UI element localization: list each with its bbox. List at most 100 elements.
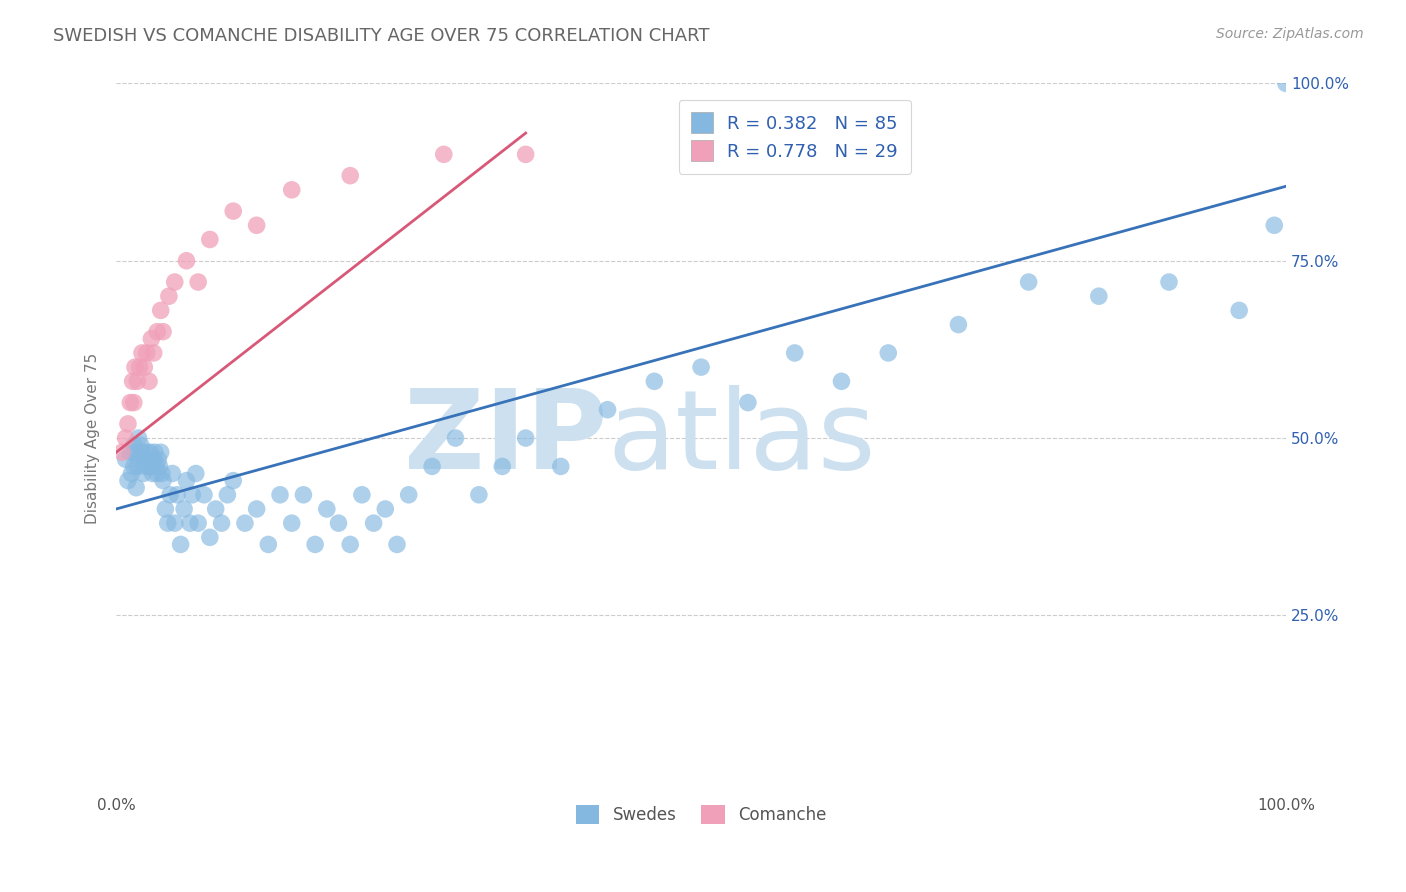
- Point: [304, 537, 326, 551]
- Point: [139, 445, 162, 459]
- Point: [1227, 303, 1250, 318]
- Point: [134, 459, 156, 474]
- Point: [128, 452, 150, 467]
- Point: [280, 516, 302, 530]
- Point: [163, 516, 186, 530]
- Point: [350, 488, 373, 502]
- Point: [433, 147, 456, 161]
- Point: [117, 474, 139, 488]
- Point: [138, 459, 160, 474]
- Point: [135, 445, 157, 459]
- Point: [444, 431, 467, 445]
- Point: [550, 459, 572, 474]
- Point: [257, 537, 280, 551]
- Point: [149, 445, 172, 459]
- Point: [131, 346, 153, 360]
- Point: [515, 431, 537, 445]
- Point: [217, 488, 239, 502]
- Point: [176, 474, 198, 488]
- Text: atlas: atlas: [607, 384, 876, 491]
- Point: [222, 474, 245, 488]
- Point: [179, 516, 201, 530]
- Point: [120, 445, 142, 459]
- Point: [117, 417, 139, 431]
- Point: [328, 516, 350, 530]
- Point: [124, 360, 146, 375]
- Legend: Swedes, Comanche: Swedes, Comanche: [565, 795, 837, 834]
- Y-axis label: Disability Age Over 75: Disability Age Over 75: [86, 352, 100, 524]
- Point: [131, 445, 153, 459]
- Point: [128, 431, 150, 445]
- Point: [1157, 275, 1180, 289]
- Point: [491, 459, 513, 474]
- Point: [515, 147, 537, 161]
- Point: [211, 516, 233, 530]
- Point: [148, 459, 170, 474]
- Point: [643, 374, 665, 388]
- Point: [121, 467, 143, 481]
- Point: [169, 537, 191, 551]
- Point: [374, 502, 396, 516]
- Point: [120, 395, 142, 409]
- Point: [127, 459, 149, 474]
- Point: [187, 516, 209, 530]
- Point: [948, 318, 970, 332]
- Point: [142, 346, 165, 360]
- Point: [114, 452, 136, 467]
- Point: [877, 346, 900, 360]
- Point: [187, 275, 209, 289]
- Point: [145, 459, 167, 474]
- Point: [155, 502, 177, 516]
- Point: [135, 346, 157, 360]
- Point: [246, 219, 269, 233]
- Point: [122, 438, 145, 452]
- Point: [204, 502, 226, 516]
- Point: [134, 452, 156, 467]
- Point: [124, 445, 146, 459]
- Point: [159, 488, 181, 502]
- Point: [125, 481, 148, 495]
- Point: [122, 395, 145, 409]
- Point: [690, 360, 713, 375]
- Point: [146, 325, 169, 339]
- Point: [193, 488, 215, 502]
- Point: [292, 488, 315, 502]
- Point: [142, 452, 165, 467]
- Point: [280, 183, 302, 197]
- Point: [339, 537, 361, 551]
- Point: [163, 275, 186, 289]
- Text: SWEDISH VS COMANCHE DISABILITY AGE OVER 75 CORRELATION CHART: SWEDISH VS COMANCHE DISABILITY AGE OVER …: [53, 27, 710, 45]
- Point: [269, 488, 291, 502]
- Point: [128, 360, 150, 375]
- Point: [184, 467, 207, 481]
- Point: [246, 502, 269, 516]
- Point: [149, 303, 172, 318]
- Text: Source: ZipAtlas.com: Source: ZipAtlas.com: [1216, 27, 1364, 41]
- Point: [830, 374, 852, 388]
- Point: [166, 488, 188, 502]
- Point: [363, 516, 385, 530]
- Point: [129, 438, 152, 452]
- Point: [468, 488, 491, 502]
- Point: [1275, 77, 1298, 91]
- Point: [152, 474, 174, 488]
- Point: [146, 467, 169, 481]
- Point: [339, 169, 361, 183]
- Point: [1088, 289, 1111, 303]
- Point: [162, 467, 184, 481]
- Point: [152, 325, 174, 339]
- Point: [114, 431, 136, 445]
- Point: [157, 289, 180, 303]
- Point: [385, 537, 408, 551]
- Point: [737, 395, 759, 409]
- Point: [136, 452, 159, 467]
- Point: [233, 516, 256, 530]
- Text: ZIP: ZIP: [404, 384, 607, 491]
- Point: [173, 502, 195, 516]
- Point: [111, 445, 134, 459]
- Point: [222, 204, 245, 219]
- Point: [398, 488, 420, 502]
- Point: [1263, 219, 1285, 233]
- Point: [141, 467, 163, 481]
- Point: [141, 332, 163, 346]
